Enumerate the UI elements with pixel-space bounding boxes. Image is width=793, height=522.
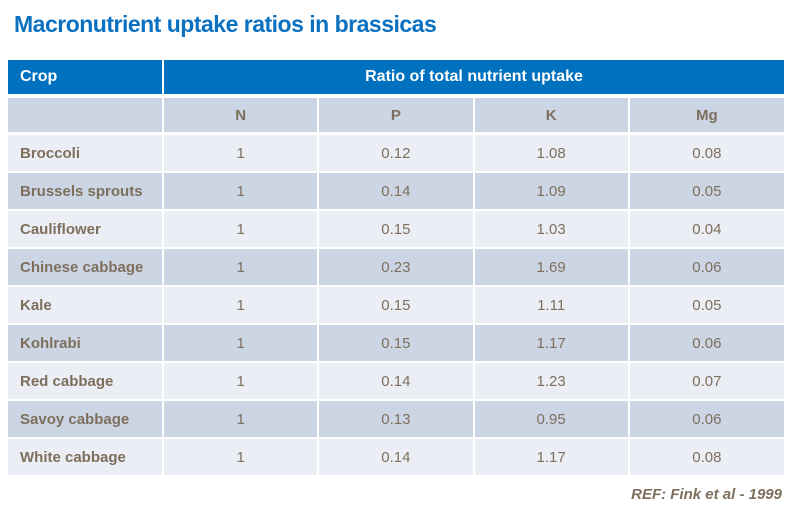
crop-cell: Kohlrabi [8, 324, 164, 363]
value-cell: 0.04 [628, 210, 784, 249]
value-cell: 1.09 [473, 172, 630, 211]
value-cell: 1.23 [473, 362, 630, 401]
table-row: Kohlrabi 1 0.15 1.17 0.06 [8, 324, 784, 363]
value-cell: 1.11 [473, 286, 630, 325]
reference-note: REF: Fink et al - 1999 [631, 486, 782, 503]
crop-cell: Kale [8, 286, 164, 325]
crop-cell: Chinese cabbage [8, 248, 164, 287]
value-cell: 0.23 [318, 248, 475, 287]
value-cell: 1 [163, 400, 320, 439]
table-header-row: Crop Ratio of total nutrient uptake [8, 60, 784, 98]
crop-column-header: Crop [8, 60, 164, 98]
table-row: Chinese cabbage 1 0.23 1.69 0.06 [8, 248, 784, 287]
value-cell: 1 [163, 286, 320, 325]
table-row: Brussels sprouts 1 0.14 1.09 0.05 [8, 172, 784, 211]
nutrient-subheader-row: N P K Mg [8, 96, 784, 135]
value-cell: 1.69 [473, 248, 630, 287]
value-cell: 0.06 [628, 248, 784, 287]
slide: Macronutrient uptake ratios in brassicas… [0, 11, 793, 522]
value-cell: 0.05 [628, 286, 784, 325]
crop-cell: Broccoli [8, 133, 164, 173]
table-body: Broccoli 1 0.12 1.08 0.08 Brussels sprouts 1 0.… [8, 133, 784, 477]
value-cell: 0.15 [318, 210, 475, 249]
table-row: Cauliflower 1 0.15 1.03 0.04 [8, 210, 784, 249]
value-cell: 0.14 [318, 362, 475, 401]
value-cell: 1.08 [473, 133, 630, 173]
crop-cell: Brussels sprouts [8, 172, 164, 211]
column-header-mg: Mg [628, 96, 784, 135]
empty-corner-cell [8, 96, 164, 135]
value-cell: 1 [163, 133, 320, 173]
value-cell: 1 [163, 172, 320, 211]
table-row: Red cabbage 1 0.14 1.23 0.07 [8, 362, 784, 401]
value-cell: 0.15 [318, 286, 475, 325]
value-cell: 1 [163, 324, 320, 363]
value-cell: 0.14 [318, 172, 475, 211]
crop-cell: Red cabbage [8, 362, 164, 401]
value-cell: 0.06 [628, 400, 784, 439]
value-cell: 0.12 [318, 133, 475, 173]
value-cell: 0.07 [628, 362, 784, 401]
value-cell: 1.17 [473, 324, 630, 363]
value-cell: 1.17 [473, 438, 630, 477]
nutrient-table: Crop Ratio of total nutrient uptake N P … [8, 60, 784, 477]
value-cell: 1 [163, 362, 320, 401]
value-cell: 0.13 [318, 400, 475, 439]
value-cell: 0.08 [628, 438, 784, 477]
crop-cell: Savoy cabbage [8, 400, 164, 439]
column-header-p: P [318, 96, 475, 135]
crop-cell: Cauliflower [8, 210, 164, 249]
table-row: Kale 1 0.15 1.11 0.05 [8, 286, 784, 325]
value-cell: 1 [163, 438, 320, 477]
table-row: Broccoli 1 0.12 1.08 0.08 [8, 133, 784, 173]
table-row: Savoy cabbage 1 0.13 0.95 0.06 [8, 400, 784, 439]
column-header-k: K [473, 96, 630, 135]
value-cell: 0.08 [628, 133, 784, 173]
page-title: Macronutrient uptake ratios in brassicas [14, 11, 437, 37]
value-cell: 0.14 [318, 438, 475, 477]
column-header-n: N [163, 96, 320, 135]
value-cell: 0.06 [628, 324, 784, 363]
value-cell: 0.15 [318, 324, 475, 363]
table-row: White cabbage 1 0.14 1.17 0.08 [8, 438, 784, 477]
value-cell: 1 [163, 248, 320, 287]
ratio-span-header: Ratio of total nutrient uptake [163, 60, 784, 98]
value-cell: 0.05 [628, 172, 784, 211]
value-cell: 0.95 [473, 400, 630, 439]
crop-cell: White cabbage [8, 438, 164, 477]
value-cell: 1 [163, 210, 320, 249]
value-cell: 1.03 [473, 210, 630, 249]
